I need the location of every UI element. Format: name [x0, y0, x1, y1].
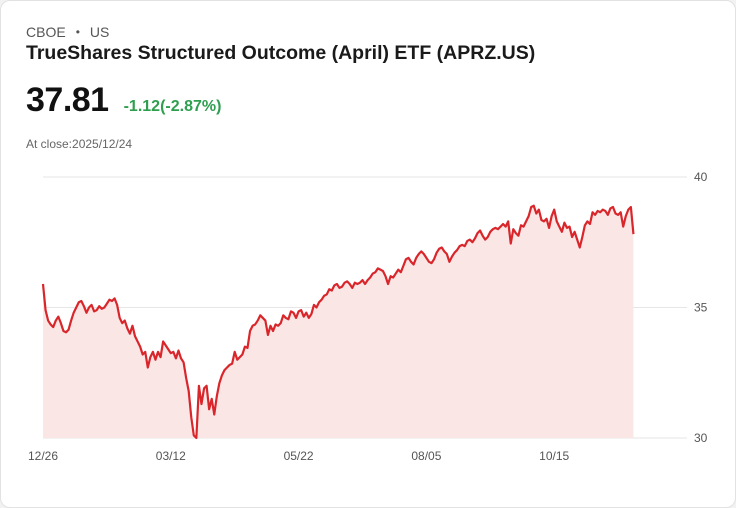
y-axis-ticks: 40 35 30 [694, 170, 708, 445]
x-axis-ticks: 12/26 03/12 05/22 08/05 10/15 [28, 449, 570, 463]
x-tick-label: 10/15 [539, 449, 569, 463]
page-title: TrueShares Structured Outcome (April) ET… [26, 42, 536, 64]
x-tick-label: 05/22 [284, 449, 314, 463]
x-tick-label: 03/12 [156, 449, 186, 463]
close-label: At close: [26, 137, 73, 151]
close-date: 2025/12/24 [72, 137, 133, 151]
price-row: 37.81 -1.12(-2.87%) [26, 81, 221, 120]
y-tick-label: 40 [694, 170, 708, 184]
last-price: 37.81 [26, 81, 109, 119]
market-label: US [89, 24, 110, 40]
y-tick-label: 30 [694, 431, 708, 445]
exchange-label: CBOE [26, 24, 66, 40]
y-tick-label: 35 [694, 301, 708, 315]
separator-dot: • [75, 25, 80, 39]
x-tick-label: 12/26 [28, 449, 58, 463]
close-time: At close:2025/12/24 [26, 137, 132, 151]
exchange-row: CBOE • US [26, 24, 109, 40]
price-area-fill [43, 205, 634, 438]
x-tick-label: 08/05 [411, 449, 441, 463]
price-change: -1.12(-2.87%) [123, 98, 222, 115]
price-line[interactable] [41, 204, 635, 440]
